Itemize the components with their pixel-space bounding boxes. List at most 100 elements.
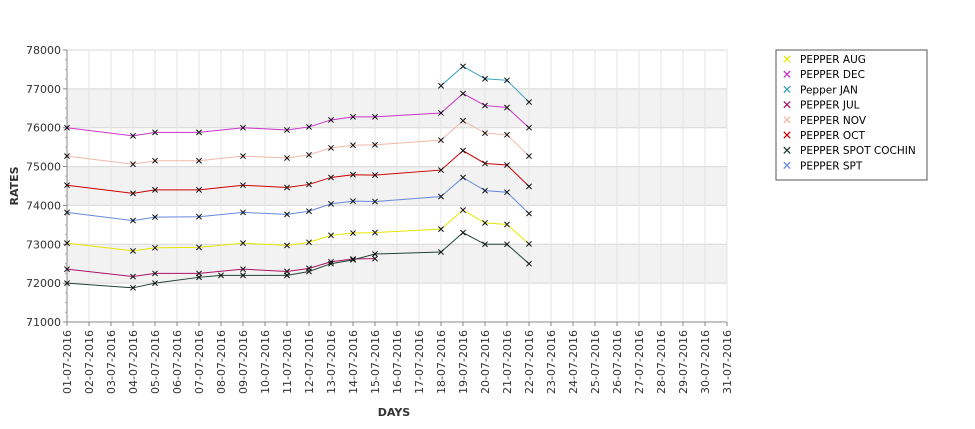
data-point-marker [328, 232, 334, 239]
data-point-marker [460, 90, 466, 97]
legend: PEPPER AUG PEPPER DEC Pepper JAN PEPPER JUL… [775, 49, 928, 181]
x-tick-label: 06-07-2016 [171, 330, 184, 394]
data-point-marker [130, 161, 136, 168]
x-tick-label: 27-07-2016 [633, 330, 646, 394]
data-point-marker [130, 190, 136, 197]
series-line [66, 232, 530, 289]
data-point-marker [526, 99, 532, 106]
data-point-marker [482, 241, 488, 248]
data-point-marker [328, 116, 334, 123]
legend-marker [783, 161, 791, 170]
series-pepper-nov [64, 117, 532, 168]
data-point-marker [504, 131, 510, 138]
data-point-marker [350, 230, 356, 236]
x-tick-label: 31-07-2016 [721, 330, 734, 394]
data-point-marker [438, 193, 444, 200]
data-point-marker [196, 186, 202, 193]
data-point-marker [350, 256, 356, 263]
legend-marker [783, 55, 791, 63]
x-tick-label: 16-07-2016 [391, 330, 404, 394]
legend-marker [783, 131, 791, 139]
legend-label: PEPPER DEC [800, 69, 865, 81]
data-point-marker [460, 174, 466, 181]
y-tick-label: 75000 [26, 161, 61, 174]
data-point-marker [240, 272, 246, 279]
data-point-marker [152, 214, 158, 221]
data-point-marker [438, 82, 444, 89]
x-axis-ticks: 01-07-2016 02-07-2016 03-07-2016 04-07-2016… [61, 322, 734, 394]
data-point-marker [526, 124, 532, 131]
x-tick-label: 15-07-2016 [369, 330, 382, 394]
y-tick-label: 74000 [26, 199, 61, 212]
x-tick-label: 03-07-2016 [105, 330, 118, 394]
series-pepper-aug [64, 207, 532, 254]
x-tick-label: 18-07-2016 [435, 330, 448, 394]
x-tick-label: 12-07-2016 [303, 330, 316, 394]
data-point-marker [284, 155, 290, 161]
x-tick-label: 21-07-2016 [501, 330, 514, 394]
data-point-marker [460, 147, 466, 154]
x-tick-label: 07-07-2016 [193, 330, 206, 394]
data-point-marker [196, 274, 202, 281]
y-tick-label: 78000 [26, 44, 61, 57]
x-tick-label: 22-07-2016 [523, 330, 536, 394]
data-point-marker [350, 256, 356, 263]
data-point-marker [64, 266, 70, 273]
data-point-marker [438, 109, 444, 116]
legend-label: PEPPER NOV [800, 115, 867, 127]
data-point-marker [64, 182, 70, 189]
legend-label: PEPPER SPT [800, 160, 863, 172]
data-point-marker [130, 284, 136, 291]
data-point-marker [438, 249, 444, 256]
data-point-marker [130, 217, 136, 224]
x-tick-label: 24-07-2016 [567, 330, 580, 394]
series-pepper-jan [438, 63, 532, 106]
data-point-marker [64, 209, 70, 216]
series-pepper-spot-cochin [64, 229, 532, 291]
data-point-marker [328, 200, 334, 207]
data-point-marker [64, 240, 70, 247]
data-point-marker [196, 213, 202, 220]
data-point-marker [438, 226, 444, 233]
data-point-marker [196, 244, 202, 251]
y-axis-title: RATES [8, 166, 21, 205]
legend-marker [783, 100, 791, 109]
data-point-marker [240, 124, 246, 131]
data-point-marker [64, 124, 70, 131]
y-tick-label: 72000 [26, 277, 61, 290]
data-point-marker [218, 272, 224, 279]
data-point-marker [306, 151, 312, 158]
data-point-marker [350, 171, 356, 178]
legend-marker [783, 146, 791, 154]
data-point-marker [130, 132, 136, 139]
data-point-marker [328, 174, 334, 181]
legend-label: PEPPER AUG [800, 54, 866, 66]
data-point-marker [372, 251, 378, 257]
data-point-marker [482, 75, 488, 82]
data-point-marker [152, 186, 158, 193]
data-point-marker [240, 153, 246, 160]
data-point-marker [438, 137, 444, 144]
x-tick-label: 11-07-2016 [281, 330, 294, 394]
x-tick-label: 25-07-2016 [589, 330, 602, 394]
x-tick-label: 23-07-2016 [545, 330, 558, 394]
data-point-marker [350, 142, 356, 149]
x-tick-label: 30-07-2016 [699, 330, 712, 394]
legend-label: PEPPER JUL [800, 100, 860, 112]
x-tick-label: 26-07-2016 [611, 330, 624, 394]
x-axis-title: DAYS [378, 406, 411, 419]
data-point-marker [438, 167, 444, 174]
data-point-marker [152, 157, 158, 164]
x-tick-label: 08-07-2016 [215, 330, 228, 394]
series-pepper-dec [64, 90, 532, 139]
data-point-marker [350, 198, 356, 205]
data-point-marker [526, 153, 532, 160]
data-point-marker [504, 189, 510, 196]
data-point-marker [460, 117, 466, 124]
data-point-marker [372, 255, 378, 262]
series-pepper-jul [64, 255, 378, 280]
data-point-marker [526, 210, 532, 217]
data-point-marker [284, 211, 290, 218]
y-axis-ticks: 71000 72000 73000 74000 75000 76000 77000 78000 [26, 44, 67, 329]
